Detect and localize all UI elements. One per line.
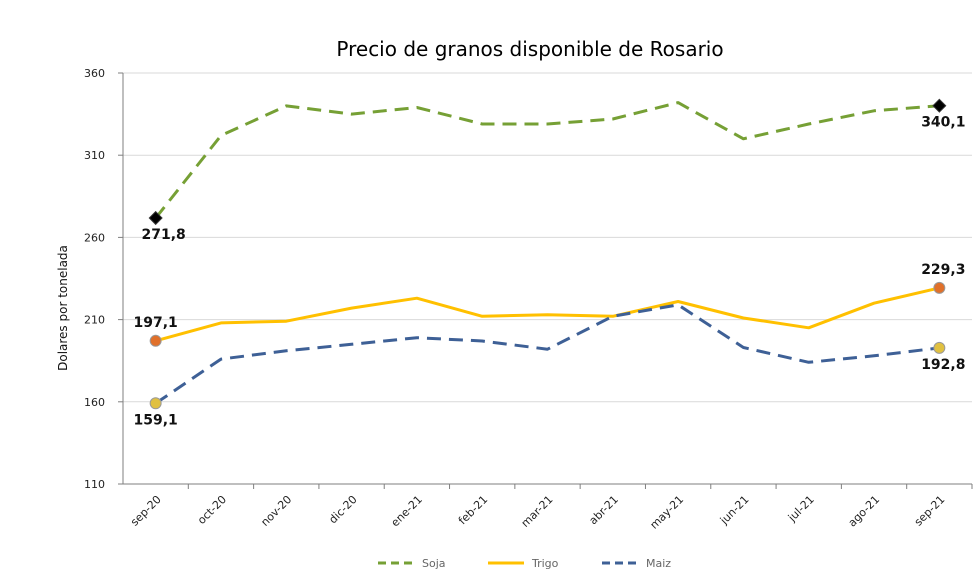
data-labels: 271,8 340,1 197,1 229,3 159,1 192,8 xyxy=(134,115,966,429)
legend-label: Trigo xyxy=(531,557,559,570)
axes: 110 160 210 260 310 360 sep-20 oct-20 nov-20 dic-… xyxy=(84,67,973,532)
data-label: 229,3 xyxy=(921,262,965,278)
x-tick-label: abr-21 xyxy=(587,493,621,527)
data-point-marker xyxy=(933,341,946,354)
data-point-marker xyxy=(149,397,162,410)
y-tick-label: 260 xyxy=(84,231,105,244)
data-label: 192,8 xyxy=(921,357,965,373)
data-label: 159,1 xyxy=(134,412,178,428)
y-tick-label: 160 xyxy=(84,396,105,409)
y-tick-label: 210 xyxy=(84,314,105,327)
data-point-marker xyxy=(933,281,946,294)
series-lines xyxy=(154,101,940,405)
data-label: 197,1 xyxy=(134,315,178,331)
x-tick-label: ene-21 xyxy=(389,493,425,529)
x-tick-label: dic-20 xyxy=(326,493,359,526)
x-tick-label: feb-21 xyxy=(456,493,490,527)
data-point-marker xyxy=(932,98,947,113)
y-tick-label: 310 xyxy=(84,149,105,162)
x-tick-label: ago-21 xyxy=(846,493,883,530)
series-line-maiz xyxy=(154,303,940,405)
y-axis-label: Dolares por tonelada xyxy=(56,245,70,371)
data-label: 271,8 xyxy=(142,227,186,243)
x-tick-label: jul-21 xyxy=(785,493,817,525)
y-tick-label: 360 xyxy=(84,67,105,80)
x-tick-label: may-21 xyxy=(648,493,687,532)
legend-label: Maiz xyxy=(646,557,671,570)
chart-title: Precio de granos disponible de Rosario xyxy=(336,37,723,61)
x-tick-label: nov-20 xyxy=(258,493,294,529)
x-tick-label: sep-21 xyxy=(912,493,948,529)
x-tick-label: mar-21 xyxy=(519,493,556,530)
x-tick-label: jun-21 xyxy=(717,493,752,528)
data-label: 340,1 xyxy=(921,115,965,131)
end-markers xyxy=(148,98,947,410)
legend-label: Soja xyxy=(422,557,446,570)
x-tick-label: sep-20 xyxy=(128,493,164,529)
data-point-marker xyxy=(149,334,162,347)
x-tick-label: oct-20 xyxy=(195,493,229,527)
data-point-marker xyxy=(148,210,163,226)
series-line-soja xyxy=(154,101,940,219)
legend: Soja Trigo Maiz xyxy=(378,557,671,570)
series-line-trigo xyxy=(155,286,940,343)
y-tick-label: 110 xyxy=(84,478,105,491)
